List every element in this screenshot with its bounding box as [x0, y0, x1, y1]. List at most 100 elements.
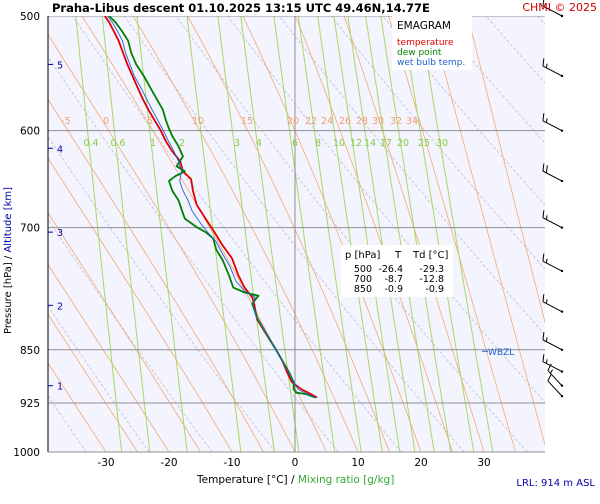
mixing-ratio-line — [136, 16, 188, 452]
temperature-tick-label: 10 — [351, 457, 364, 469]
saturated-adiabat — [81, 16, 327, 452]
x-axis-label-sep: / — [288, 474, 298, 486]
mixing-ratio-label: 0.6 — [110, 138, 125, 149]
y-axis-label-pressure: Pressure [hPa] — [3, 262, 14, 334]
legend-item-temperature: temperature — [397, 38, 454, 48]
table-header-t: T — [394, 250, 402, 261]
y-axis-label-altitude: Altitude [km] — [3, 187, 14, 253]
wind-barb-flag — [545, 165, 548, 173]
isotherm-label: 30 — [372, 116, 384, 127]
pressure-tick-label: 500 — [20, 11, 40, 23]
wind-barb-half-flag — [545, 63, 548, 68]
dry-adiabat — [72, 16, 402, 452]
wind-barb-flag — [547, 363, 552, 371]
saturated-adiabat — [429, 16, 545, 447]
wind-barb-staff — [547, 380, 563, 397]
wind-barb-staff — [542, 120, 563, 132]
isotherm-label: 20 — [287, 116, 299, 127]
mixing-ratio-label: 10 — [333, 138, 345, 149]
lrl-label: LRL: 914 m ASL — [516, 478, 595, 489]
mixing-ratio-label: 2 — [179, 138, 185, 149]
dry-adiabat — [48, 394, 87, 452]
wind-barb-staff — [542, 217, 563, 229]
wind-barb-base — [560, 179, 564, 183]
isotherm-label: 10 — [192, 116, 204, 127]
wind-barb-staff — [542, 260, 563, 272]
mixing-ratio-line — [418, 16, 494, 452]
wind-barb — [542, 163, 564, 183]
wind-barb-base — [560, 310, 564, 313]
mixing-ratio-label: 1 — [150, 138, 156, 149]
temperature-tick-label: -30 — [97, 457, 114, 469]
temperature-tick-label: 30 — [477, 457, 490, 469]
altitude-tick-label: 4 — [57, 144, 63, 155]
wind-barb-staff — [542, 339, 563, 351]
table-cell-t: -0.9 — [384, 284, 403, 295]
table-header-td: Td [°C] — [412, 250, 449, 261]
table-cell-t: -8.7 — [384, 274, 403, 285]
table-cell-p: 500 — [354, 264, 372, 275]
mixing-ratio-label: 4 — [256, 138, 262, 149]
table-cell-td: -0.9 — [425, 284, 444, 295]
copyright: CHMI © 2025 — [522, 1, 597, 14]
pressure-tick-label: 925 — [20, 398, 40, 410]
isotherm-label: 5 — [147, 116, 153, 127]
mixing-ratio-label: 30 — [436, 138, 448, 149]
isotherm-label: 24 — [321, 116, 333, 127]
wind-barb-half-flag — [549, 369, 553, 374]
mixing-ratio-label: 14 — [364, 138, 376, 149]
saturated-adiabat — [48, 33, 296, 452]
mixing-ratio-label: 12 — [350, 138, 362, 149]
dry-adiabat — [278, 16, 545, 336]
wind-barb-flag — [542, 354, 545, 362]
wind-barb — [542, 210, 564, 229]
isotherm-label: 28 — [356, 116, 368, 127]
wind-barb-half-flag — [545, 258, 548, 264]
wind-barb — [542, 58, 564, 78]
wind-barb-base — [560, 394, 564, 398]
temperature-tick-label: 0 — [292, 457, 299, 469]
mixing-ratio-line — [273, 16, 336, 452]
wind-barb-flag — [542, 58, 545, 67]
wind-barb-base — [560, 74, 564, 78]
mixing-ratio-label: 25 — [418, 138, 430, 149]
wind-barb — [542, 253, 564, 273]
table-row: 850 -0.9 -0.9 — [354, 284, 444, 295]
saturated-adiabat — [467, 16, 545, 324]
saturated-adiabat — [48, 212, 201, 452]
dry-adiabat — [48, 135, 276, 452]
values-table-box — [341, 245, 453, 297]
wind-barb-base — [560, 14, 564, 18]
wind-barb-staff — [542, 65, 563, 77]
temperature-tick-label: -20 — [160, 457, 177, 469]
temperature-tick-label: -10 — [223, 457, 240, 469]
x-axis-label-temperature: Temperature [°C] — [196, 474, 288, 486]
wind-barb-base — [560, 129, 564, 132]
saturated-adiabat — [187, 16, 390, 452]
mixing-ratio-label: 0.4 — [83, 138, 98, 149]
mixing-ratio-line — [240, 16, 300, 452]
wind-barb-half-flag — [545, 337, 548, 342]
series-line-wet-bulb-temp — [106, 16, 316, 398]
wind-barb — [547, 373, 564, 398]
wind-barb-half-flag — [545, 359, 548, 364]
wind-barb-staff — [542, 170, 563, 182]
wind-barb-base — [560, 226, 564, 229]
altitude-tick-label: 5 — [57, 60, 63, 71]
altitude-tick-label: 3 — [57, 228, 63, 239]
saturated-adiabat — [48, 362, 107, 452]
mixing-ratio-label: 8 — [315, 138, 321, 149]
pressure-tick-label: 1000 — [13, 447, 40, 459]
saturated-adiabat — [48, 98, 264, 452]
legend-box — [392, 16, 472, 70]
wind-barb-flag — [542, 294, 545, 302]
wind-barb-half-flag — [545, 118, 548, 123]
table-cell-td: -29.3 — [419, 264, 444, 275]
dry-adiabat — [589, 16, 600, 452]
x-axis-title: Temperature [°C] / Mixing ratio [g/kg] — [196, 474, 394, 486]
wind-barb-base — [560, 370, 564, 373]
isotherm-label: 32 — [390, 116, 402, 127]
wind-barb-flag — [542, 253, 545, 262]
table-cell-p: 850 — [354, 284, 372, 295]
